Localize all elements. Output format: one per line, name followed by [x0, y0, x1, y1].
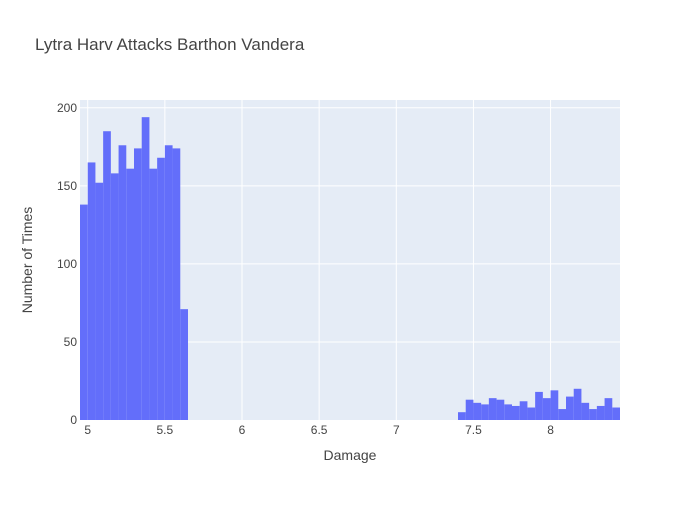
histogram-bar[interactable] — [581, 402, 590, 420]
x-tick-label: 7.5 — [465, 423, 482, 437]
histogram-bar[interactable] — [589, 409, 597, 420]
y-tick-label: 100 — [57, 257, 77, 271]
histogram-bar[interactable] — [473, 402, 482, 420]
histogram-bar[interactable] — [566, 396, 574, 420]
y-tick-label: 200 — [57, 101, 77, 115]
x-tick-label: 6 — [239, 423, 246, 437]
histogram-bar[interactable] — [550, 390, 559, 420]
histogram-bar[interactable] — [542, 398, 551, 420]
histogram-bar[interactable] — [134, 148, 142, 420]
histogram-bar[interactable] — [458, 412, 466, 420]
x-tick-label: 5 — [84, 423, 91, 437]
histogram-bar[interactable] — [596, 405, 605, 420]
y-tick-label: 50 — [64, 335, 78, 349]
histogram-bar[interactable] — [481, 404, 489, 420]
y-axis-label: Number of Times — [19, 207, 35, 314]
histogram-bar[interactable] — [496, 399, 505, 420]
histogram-bar[interactable] — [604, 398, 613, 420]
histogram-bar[interactable] — [465, 399, 474, 420]
histogram-bar[interactable] — [535, 391, 543, 420]
histogram-bar[interactable] — [519, 401, 528, 420]
histogram-bar[interactable] — [612, 407, 620, 420]
histogram-bar[interactable] — [488, 398, 497, 420]
histogram-bar[interactable] — [103, 131, 111, 420]
histogram-bar[interactable] — [87, 162, 96, 420]
histogram-bar[interactable] — [110, 173, 119, 420]
y-axis-ticks: 0 50 100 150 200 — [57, 101, 77, 427]
x-axis-label: Damage — [324, 447, 377, 463]
histogram-bar[interactable] — [504, 404, 512, 420]
histogram-bar[interactable] — [157, 157, 165, 420]
histogram-bar[interactable] — [126, 168, 134, 420]
y-tick-label: 0 — [70, 413, 77, 427]
histogram-bar[interactable] — [149, 168, 158, 420]
bars — [80, 117, 620, 421]
histogram-bar[interactable] — [141, 117, 150, 421]
histogram-bar[interactable] — [573, 388, 582, 420]
histogram-bar[interactable] — [527, 407, 536, 420]
x-tick-label: 5.5 — [157, 423, 174, 437]
histogram-bar[interactable] — [558, 409, 566, 420]
histogram-bar[interactable] — [118, 145, 127, 420]
histogram-bar[interactable] — [512, 405, 520, 420]
histogram-bar[interactable] — [164, 145, 173, 420]
x-tick-label: 8 — [547, 423, 554, 437]
histogram-bar[interactable] — [95, 182, 104, 420]
histogram-bar[interactable] — [80, 204, 88, 420]
x-tick-label: 6.5 — [311, 423, 328, 437]
y-tick-label: 150 — [57, 179, 77, 193]
histogram-bar[interactable] — [180, 309, 188, 420]
x-tick-label: 7 — [393, 423, 400, 437]
x-axis-ticks: 5 5.5 6 6.5 7 7.5 8 — [84, 423, 554, 437]
histogram-bar[interactable] — [172, 148, 181, 420]
chart-title: Lytra Harv Attacks Barthon Vandera — [35, 35, 305, 54]
